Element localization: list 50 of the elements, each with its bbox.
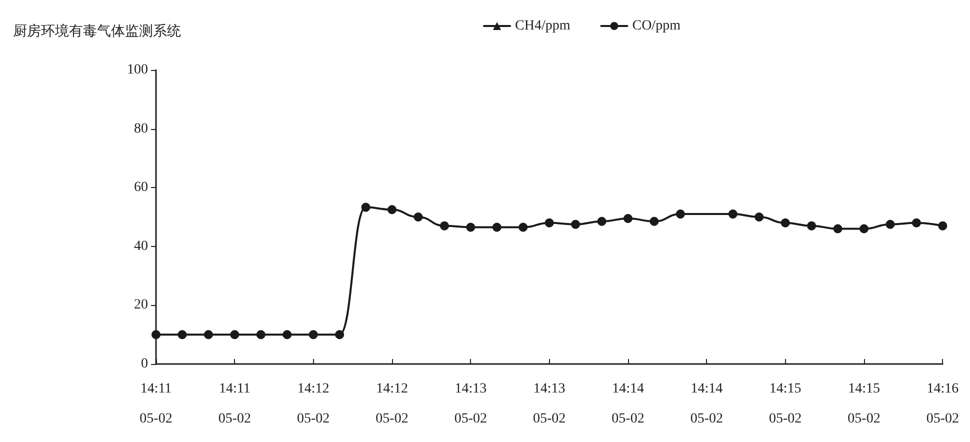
x-tick-label: 14:13 05-02 [454,382,488,426]
point [833,224,842,234]
point [414,212,423,222]
chart-title: 厨房环境有毒气体监测系统 [13,24,181,40]
x-tick-label: 14:11 05-02 [218,382,252,426]
point [388,205,396,214]
point [886,220,895,229]
y-tick-label: 20 [134,298,148,313]
point [650,216,659,226]
point [544,218,554,228]
legend-label: CH4/ppm [515,18,570,34]
point [256,330,266,340]
point [204,330,213,340]
point [807,221,816,230]
point [676,210,685,219]
point [178,330,187,340]
point [571,220,580,229]
y-tick-label: 0 [141,356,148,372]
point [230,330,240,340]
x-tick-label: 14:14 05-02 [690,382,724,426]
x-tick-label: 14:13 05-02 [533,382,566,426]
x-tick-label: 14:12 05-02 [297,382,330,426]
point [780,218,790,228]
y-tick-label: 60 [134,180,148,196]
y-tick-label: 100 [127,62,148,78]
x-tick-label: 14:16 05-02 [926,382,960,426]
point [597,216,606,226]
point [860,224,868,234]
point [728,210,738,219]
point [440,221,449,230]
y-tick-label: 40 [134,238,148,254]
x-tick-label: 14:15 05-02 [769,382,802,426]
y-tick-label: 80 [134,121,148,136]
point [624,214,632,223]
point [361,202,370,212]
point [912,218,921,228]
point [518,222,528,232]
x-tick-label: 14:12 05-02 [376,382,408,426]
x-tick-label: 14:11 05-02 [140,382,172,426]
point [938,221,948,230]
point [335,330,344,340]
point [152,330,160,340]
point [754,212,764,222]
point [466,222,476,232]
point [308,330,318,340]
point [492,222,502,232]
point [282,330,292,340]
x-tick-label: 14:14 05-02 [612,382,644,426]
x-tick-label: 14:15 05-02 [848,382,880,426]
legend-label: CO/ppm [632,18,681,34]
